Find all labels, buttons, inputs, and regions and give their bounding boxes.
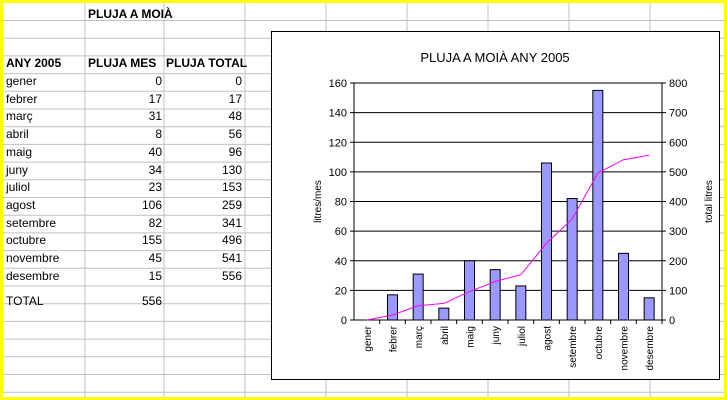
- month-rain-cell[interactable]: 0: [155, 74, 162, 88]
- total-rain-cell[interactable]: 153: [221, 180, 242, 195]
- bar: [618, 252, 629, 321]
- month-cell[interactable]: maig: [6, 144, 33, 159]
- month-rain-cell[interactable]: 34: [148, 162, 162, 177]
- month-cell[interactable]: juny: [6, 162, 29, 177]
- month-cell[interactable]: octubre: [6, 233, 47, 248]
- x-tick-label: desembre: [645, 326, 656, 371]
- total-rain-cell[interactable]: 556: [221, 268, 242, 283]
- month-cell[interactable]: setembre: [6, 215, 57, 230]
- x-tick-label: novembre: [620, 326, 631, 371]
- y-tick-label: 80: [335, 197, 347, 209]
- total-rain-cell[interactable]: 56: [228, 127, 242, 142]
- total-value[interactable]: 556: [141, 294, 162, 308]
- total-rain-cell[interactable]: 341: [221, 215, 242, 230]
- bar: [643, 297, 655, 321]
- x-tick-label: octubre: [594, 326, 605, 360]
- month-rain-cell[interactable]: 23: [148, 180, 162, 195]
- x-tick-label: gener: [363, 325, 374, 351]
- x-tick-label: agost: [543, 326, 554, 351]
- header-year[interactable]: ANY 2005: [6, 56, 62, 70]
- y2-tick-label: 0: [669, 315, 675, 327]
- total-rain-cell[interactable]: 0: [235, 74, 242, 88]
- bar: [515, 285, 527, 321]
- x-tick-label: febrer: [389, 325, 400, 352]
- y2-tick-label: 700: [669, 108, 687, 120]
- y-tick-label: 140: [329, 108, 347, 120]
- x-tick-label: abril: [440, 326, 451, 345]
- month-rain-cell[interactable]: 17: [148, 91, 162, 106]
- y-tick-label: 20: [335, 285, 347, 297]
- bar: [438, 307, 450, 321]
- month-cell[interactable]: abril: [6, 127, 29, 142]
- total-rain-cell[interactable]: 130: [221, 162, 242, 177]
- month-rain-cell[interactable]: 31: [148, 109, 162, 124]
- y-tick-label: 0: [341, 315, 347, 327]
- month-rain-cell[interactable]: 8: [155, 127, 162, 142]
- month-rain-cell[interactable]: 15: [148, 268, 162, 283]
- y-tick-label: 160: [329, 78, 347, 90]
- month-rain-cell[interactable]: 106: [141, 197, 162, 212]
- bar: [387, 294, 398, 321]
- total-rain-cell[interactable]: 17: [228, 91, 242, 106]
- y-tick-label: 40: [335, 256, 347, 268]
- x-tick-label: juny: [491, 326, 502, 345]
- header-total-rain[interactable]: PLUJA TOTAL: [166, 56, 248, 70]
- bar: [489, 269, 501, 321]
- y2-tick-label: 500: [669, 167, 687, 179]
- bar: [464, 260, 475, 321]
- month-cell[interactable]: novembre: [6, 251, 60, 265]
- month-cell[interactable]: febrer: [6, 91, 38, 106]
- bar: [541, 162, 552, 321]
- chart-svg: PLUJA A MOIÀ ANY 2005 0 20 40 60 80 100 120 140 1…: [313, 50, 715, 371]
- total-line: [366, 154, 650, 321]
- y2-tick-label: 400: [669, 197, 687, 209]
- month-cell[interactable]: març: [6, 109, 33, 124]
- month-rain-cell[interactable]: 45: [148, 251, 162, 265]
- month-cell[interactable]: gener: [6, 74, 37, 88]
- y-tick-label: 120: [329, 137, 347, 149]
- y-tick-label: 100: [329, 167, 347, 179]
- y2-tick-label: 800: [669, 78, 687, 90]
- rain-chart[interactable]: PLUJA A MOIÀ ANY 2005 0 20 40 60 80 100 120 140 1…: [271, 31, 720, 380]
- month-cell[interactable]: desembre: [6, 268, 60, 283]
- total-rain-cell[interactable]: 259: [221, 197, 242, 212]
- y2-tick-label: 100: [669, 285, 687, 297]
- y2-tick-label: 600: [669, 137, 687, 149]
- month-rain-cell[interactable]: 155: [141, 233, 162, 248]
- total-rain-cell[interactable]: 48: [228, 109, 242, 124]
- bar: [592, 89, 604, 321]
- month-cell[interactable]: agost: [6, 197, 36, 212]
- month-rain-cell[interactable]: 82: [148, 215, 162, 230]
- month-cell[interactable]: juliol: [6, 180, 31, 195]
- x-tick-label: juliol: [517, 326, 528, 347]
- y-axis-label: litres/mes: [313, 180, 324, 223]
- total-rain-cell[interactable]: 96: [228, 144, 242, 159]
- x-tick-label: març: [414, 326, 425, 348]
- y2-tick-label: 300: [669, 226, 687, 238]
- header-month-rain[interactable]: PLUJA MES: [88, 56, 157, 70]
- y-tick-label: 60: [335, 226, 347, 238]
- y2-tick-label: 200: [669, 256, 687, 268]
- total-rain-cell[interactable]: 541: [221, 251, 242, 265]
- bar: [566, 198, 578, 321]
- bar: [412, 273, 424, 321]
- x-tick-label: maig: [466, 326, 477, 348]
- month-rain-cell[interactable]: 40: [148, 144, 162, 159]
- total-label[interactable]: TOTAL: [6, 294, 44, 308]
- chart-title: PLUJA A MOIÀ ANY 2005: [420, 50, 569, 65]
- y2-axis-label: total litres: [704, 180, 715, 223]
- total-rain-cell[interactable]: 496: [221, 233, 242, 248]
- sheet-title[interactable]: PLUJA A MOIÀ: [88, 7, 173, 21]
- x-tick-label: setembre: [568, 326, 579, 368]
